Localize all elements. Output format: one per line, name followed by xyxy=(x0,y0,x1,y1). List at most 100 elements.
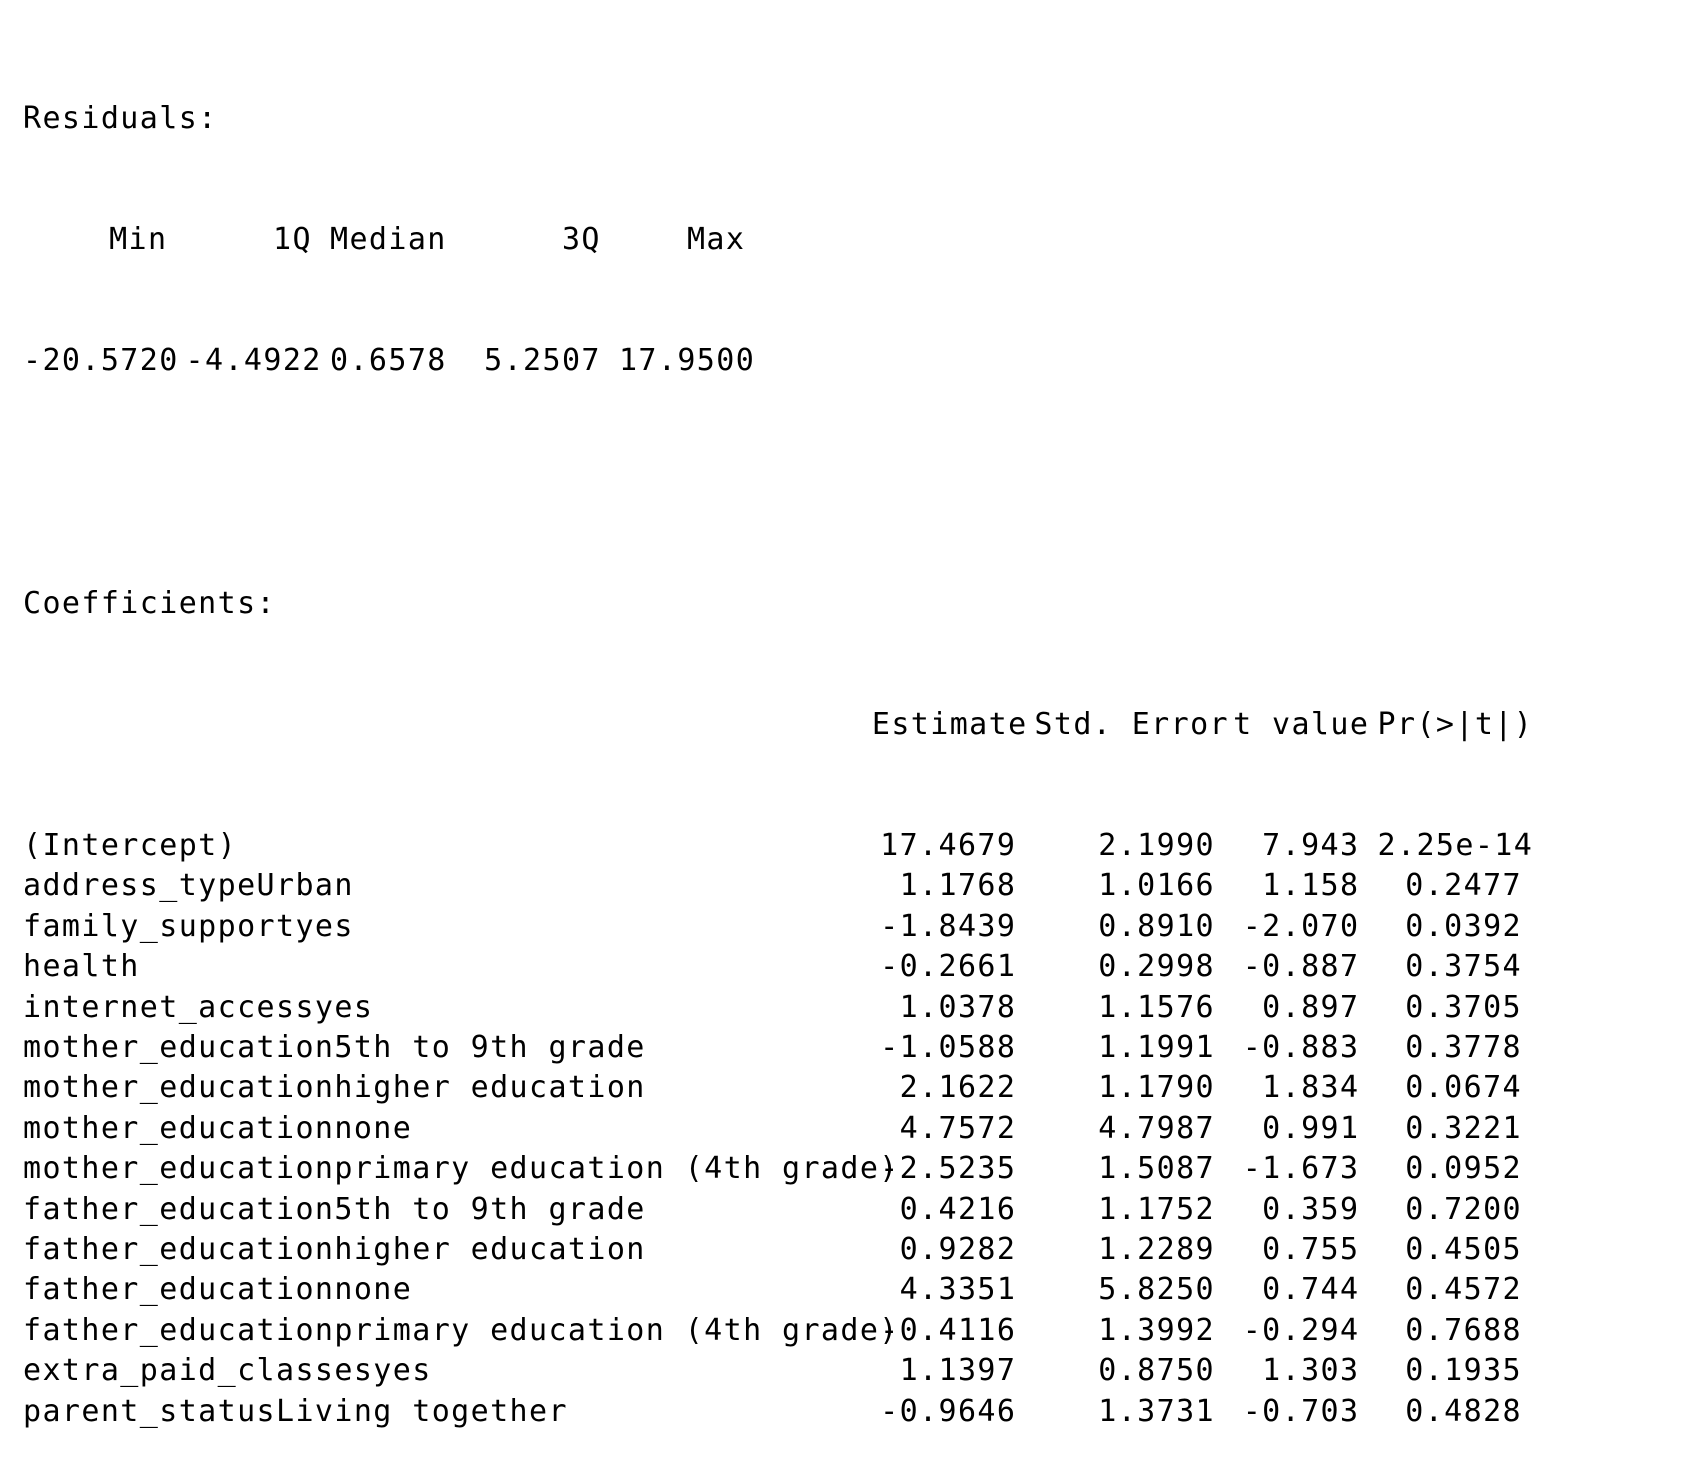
coef-estimate: -2.5235 xyxy=(880,1151,1017,1187)
coef-term: address_typeUrban xyxy=(23,868,354,904)
coef-estimate: -1.8439 xyxy=(880,908,1017,944)
coef-p-value: 0.3778 xyxy=(1405,1029,1523,1065)
coef-p-value: 0.3221 xyxy=(1405,1110,1523,1146)
coef-term: extra_paid_classesyes xyxy=(23,1353,432,1389)
coef-std-error: 1.1790 xyxy=(1098,1070,1216,1106)
coef-p-value: 0.3754 xyxy=(1405,949,1523,985)
coefficient-row: mother_educationhigher education 2.1622 1.… xyxy=(23,1068,1522,1108)
coef-header-std-error: Std. Error xyxy=(1034,706,1230,742)
coef-p-value: 0.4828 xyxy=(1405,1393,1523,1429)
coef-estimate: 4.3351 xyxy=(899,1272,1017,1308)
coefficient-row: mother_educationprimary education (4th g… xyxy=(23,1149,1522,1189)
coef-p-value: 0.4505 xyxy=(1405,1231,1523,1267)
coef-header-p-value: Pr(>|t|) xyxy=(1377,706,1534,742)
coefficient-row: health -0.2661 0.2998 -0.887 0.3754 xyxy=(23,947,1522,987)
coef-term: family_supportyes xyxy=(23,908,354,944)
coef-estimate: 4.7572 xyxy=(899,1110,1017,1146)
coef-term: mother_educationprimary education (4th g… xyxy=(23,1151,899,1187)
residuals-header-row: Min 1Q Median 3Q Max xyxy=(23,220,1522,260)
coef-p-value: 0.0392 xyxy=(1405,908,1523,944)
coef-t-value: 0.897 xyxy=(1262,989,1360,1025)
coef-term: mother_educationnone xyxy=(23,1110,413,1146)
r-console-output: Residuals: Min 1Q Median 3Q Max -20.5720 -4.4… xyxy=(23,18,1534,1472)
residuals-value-median: 0.6578 xyxy=(330,343,447,379)
coef-t-value: -0.883 xyxy=(1242,1029,1360,1065)
coefficient-row: family_supportyes -1.8439 0.8910 -2.070 0.03… xyxy=(23,907,1522,947)
coef-term: parent_statusLiving together xyxy=(23,1393,568,1429)
coef-t-value: 1.303 xyxy=(1262,1353,1360,1389)
coefficient-row: internet_accessyes 1.0378 1.1576 0.897 0.370… xyxy=(23,988,1522,1028)
coef-term: internet_accessyes xyxy=(23,989,374,1025)
coef-t-value: -2.070 xyxy=(1242,908,1360,944)
coef-std-error: 1.1576 xyxy=(1098,989,1216,1025)
coef-std-error: 0.8750 xyxy=(1098,1353,1216,1389)
residuals-header-3q: 3Q xyxy=(561,222,601,258)
coefficients-heading-line: Coefficients: xyxy=(23,584,1522,624)
residuals-header-min: Min xyxy=(109,222,168,258)
coef-estimate: 2.1622 xyxy=(899,1070,1017,1106)
coef-estimate: 0.9282 xyxy=(899,1231,1017,1267)
coef-p-value: 0.0952 xyxy=(1405,1151,1523,1187)
coef-term: father_educationnone xyxy=(23,1272,413,1308)
coef-t-value: -0.294 xyxy=(1242,1312,1360,1348)
coef-std-error: 0.8910 xyxy=(1098,908,1216,944)
coef-header-estimate: Estimate xyxy=(871,706,1028,742)
residuals-heading: Residuals: xyxy=(23,100,218,136)
coef-t-value: 0.359 xyxy=(1262,1191,1360,1227)
coefficient-row: father_education5th to 9th grade 0.4216 1.… xyxy=(23,1190,1522,1230)
coef-std-error: 0.2998 xyxy=(1098,949,1216,985)
coefficient-row: (Intercept) 17.4679 2.1990 7.943 2.25e-14 xyxy=(23,826,1534,866)
coef-estimate: 1.0378 xyxy=(899,989,1017,1025)
coef-t-value: -0.703 xyxy=(1242,1393,1360,1429)
coef-term: (Intercept) xyxy=(23,828,238,864)
coefficient-row: mother_education5th to 9th grade -1.0588 1… xyxy=(23,1028,1522,1068)
coefficient-row: father_educationnone 4.3351 5.8250 0.744 0.4… xyxy=(23,1270,1522,1310)
coefficient-row: father_educationhigher education 0.9282 1.… xyxy=(23,1230,1522,1270)
coefficient-row: address_typeUrban 1.1768 1.0166 1.158 0.2477 xyxy=(23,866,1522,906)
residuals-value-1q: -4.4922 xyxy=(185,343,322,379)
coef-std-error: 1.5087 xyxy=(1098,1151,1216,1187)
coef-term: mother_education5th to 9th grade xyxy=(23,1029,646,1065)
coefficient-row: father_educationprimary education (4th g… xyxy=(23,1311,1522,1351)
residuals-values-row: -20.5720 -4.4922 0.6578 5.2507 17.9500 xyxy=(23,341,1522,381)
coef-std-error: 1.2289 xyxy=(1098,1231,1216,1267)
coef-t-value: 0.744 xyxy=(1262,1272,1360,1308)
blank-line xyxy=(23,462,1522,502)
coef-p-value: 0.7688 xyxy=(1405,1312,1523,1348)
coef-header-t-value: t value xyxy=(1233,706,1370,742)
coef-std-error: 1.3992 xyxy=(1098,1312,1216,1348)
coef-t-value: 1.158 xyxy=(1262,868,1360,904)
coef-estimate: -0.4116 xyxy=(880,1312,1017,1348)
coef-estimate: 17.4679 xyxy=(880,828,1017,864)
coefficients-header-row: Estimate Std. Error t value Pr(>|t|) xyxy=(23,705,1534,745)
coef-std-error: 1.1752 xyxy=(1098,1191,1216,1227)
coef-t-value: -1.673 xyxy=(1242,1151,1360,1187)
coef-std-error: 5.8250 xyxy=(1098,1272,1216,1308)
coef-term: father_educationprimary education (4th g… xyxy=(23,1312,899,1348)
residuals-header-max: Max xyxy=(686,222,746,258)
coef-p-value: 0.4572 xyxy=(1405,1272,1523,1308)
coef-p-value: 0.0674 xyxy=(1405,1070,1523,1106)
coef-estimate: -0.2661 xyxy=(880,949,1017,985)
coef-t-value: 7.943 xyxy=(1262,828,1360,864)
coef-estimate: -1.0588 xyxy=(880,1029,1017,1065)
coef-t-value: 0.755 xyxy=(1262,1231,1360,1267)
coef-t-value: -0.887 xyxy=(1242,949,1360,985)
coefficient-row: mother_educationnone 4.7572 4.7987 0.991 0.3… xyxy=(23,1109,1522,1149)
coef-estimate: 1.1397 xyxy=(899,1353,1017,1389)
coef-std-error: 1.3731 xyxy=(1098,1393,1216,1429)
residuals-value-3q: 5.2507 xyxy=(484,343,601,379)
coef-std-error: 4.7987 xyxy=(1098,1110,1216,1146)
coef-p-value: 0.3705 xyxy=(1405,989,1523,1025)
residuals-header-1q: 1Q xyxy=(273,222,312,258)
coefficients-heading: Coefficients: xyxy=(23,585,276,621)
residuals-header-median: Median xyxy=(330,222,447,258)
coef-p-value: 2.25e-14 xyxy=(1377,828,1534,864)
coef-t-value: 0.991 xyxy=(1262,1110,1360,1146)
residuals-value-max: 17.9500 xyxy=(618,343,756,379)
coefficient-row: parent_statusLiving together -0.9646 1.373… xyxy=(23,1392,1522,1432)
coef-estimate: 1.1768 xyxy=(899,868,1017,904)
coef-p-value: 0.7200 xyxy=(1405,1191,1523,1227)
coef-p-value: 0.2477 xyxy=(1405,868,1523,904)
coef-p-value: 0.1935 xyxy=(1405,1353,1523,1389)
